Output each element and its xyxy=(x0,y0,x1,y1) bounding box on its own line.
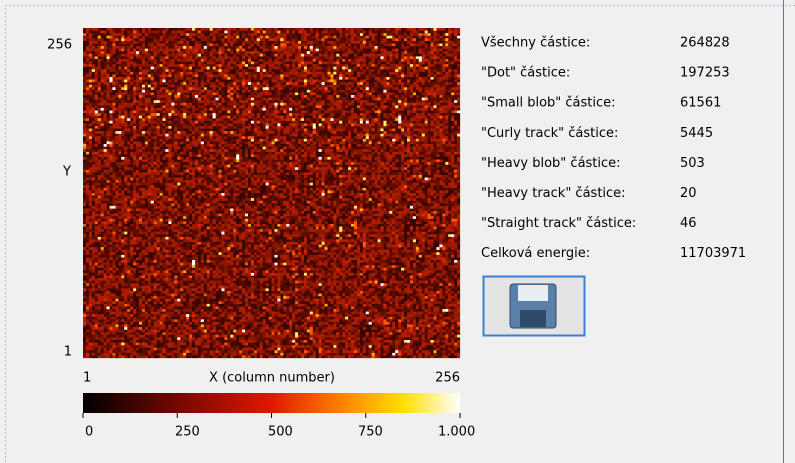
colorbar-tick-label: 250 xyxy=(175,425,200,440)
stat-label: "Small blob" částice: xyxy=(481,96,616,111)
stat-label: Celková energie: xyxy=(481,246,590,261)
panel: 256 1 Y 1 256 X (column number) 0 250 500 7… xyxy=(0,0,795,463)
colorbar-tick-label: 750 xyxy=(358,425,383,440)
stat-label: "Heavy track" částice: xyxy=(481,186,626,201)
y-axis-label: Y xyxy=(62,165,71,180)
stat-value: 20 xyxy=(680,186,697,201)
colorbar-tick-label: 0 xyxy=(85,425,93,440)
stat-value: 503 xyxy=(680,156,705,171)
floppy-shutter xyxy=(520,310,546,327)
window: 256 1 Y 1 256 X (column number) 0 250 500 7… xyxy=(0,0,795,463)
colorbar-ticks: 0 250 500 750 1.000 xyxy=(83,413,475,440)
x-tick: 1 xyxy=(83,371,91,386)
y-tick: 256 xyxy=(47,38,72,53)
y-tick: 1 xyxy=(64,345,72,360)
stat-label: "Straight track" částice: xyxy=(481,216,636,231)
stat-label: "Heavy blob" částice: xyxy=(481,156,621,171)
colorbar-tick-label: 1.000 xyxy=(438,425,475,440)
stat-value: 11703971 xyxy=(680,246,746,261)
stat-value: 5445 xyxy=(680,126,713,141)
stats-table: Všechny částice: 264828 "Dot" částice: 1972… xyxy=(481,36,746,262)
colorbar xyxy=(83,393,460,413)
stat-value: 197253 xyxy=(680,66,730,81)
stat-label: "Dot" částice: xyxy=(481,66,570,81)
x-axis-label: X (column number) xyxy=(209,371,335,386)
stat-value: 61561 xyxy=(680,96,721,111)
save-button[interactable] xyxy=(484,277,585,336)
stat-value: 46 xyxy=(680,216,697,231)
x-tick: 256 xyxy=(435,371,460,386)
heatmap xyxy=(83,28,460,358)
floppy-label xyxy=(518,285,548,301)
stat-value: 264828 xyxy=(680,36,730,51)
colorbar-tick-label: 500 xyxy=(268,425,293,440)
stat-label: Všechny částice: xyxy=(481,36,590,51)
stat-label: "Curly track" částice: xyxy=(481,126,618,141)
